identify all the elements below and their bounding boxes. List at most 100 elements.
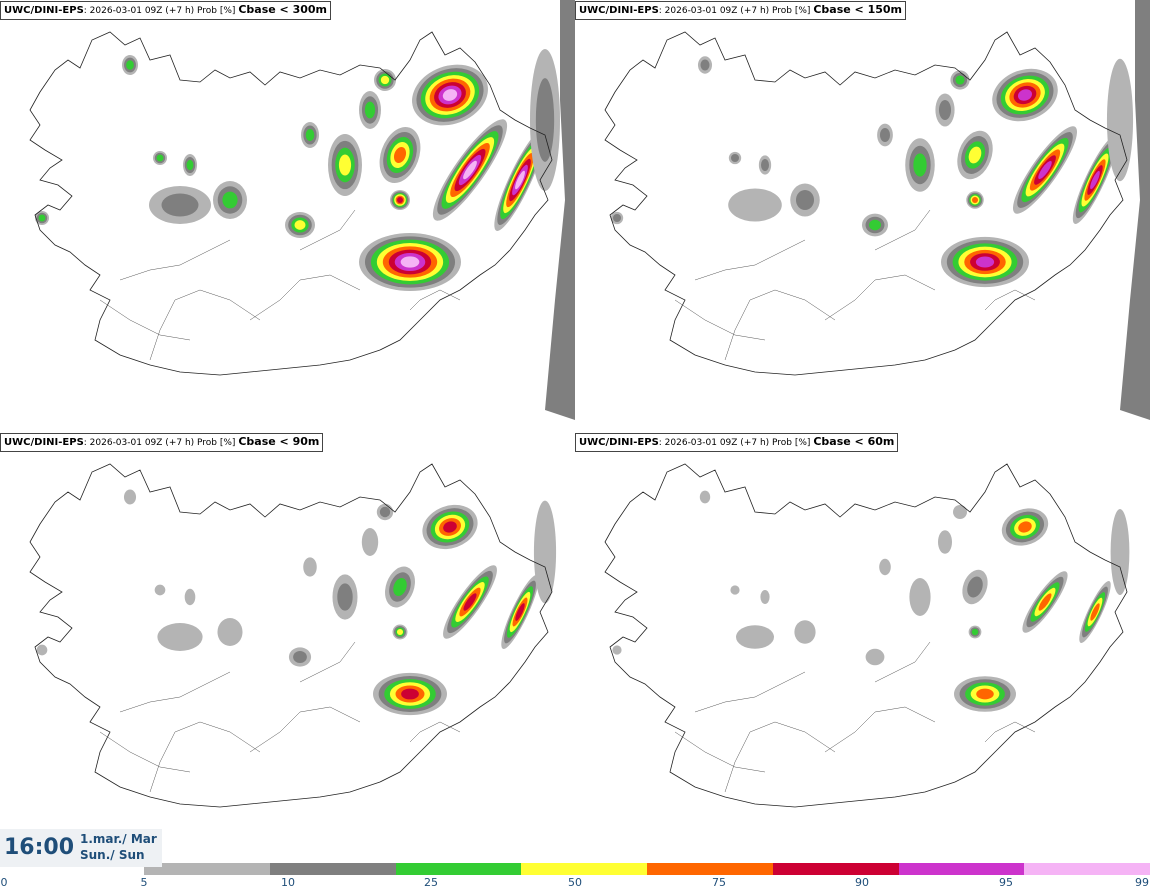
probability-blob (442, 89, 458, 101)
panel-title: UWC/DINI-EPS: 2026-03-01 09Z (+7 h) Prob… (0, 433, 324, 452)
region-boundary (674, 731, 766, 773)
run-info: : 2026-03-01 09Z (+7 h) Prob [%] (658, 438, 811, 448)
probability-blob (953, 505, 967, 519)
probability-blob (879, 558, 891, 576)
probability-blob (463, 160, 477, 180)
run-info: : 2026-03-01 09Z (+7 h) Prob [%] (83, 6, 236, 16)
probability-blob (401, 688, 419, 700)
probability-blob (1038, 593, 1052, 611)
date-line-1: 1.mar./ Mar (80, 832, 157, 846)
region-boundary (409, 721, 461, 743)
probability-blob (379, 506, 391, 518)
probability-blob (397, 197, 403, 203)
region-boundary (674, 299, 766, 341)
probability-blob (338, 154, 352, 176)
region-boundary (874, 641, 931, 683)
probability-blob (955, 75, 965, 85)
valid-time: 16:00 (4, 835, 75, 860)
colorbar-tick-label: 95 (999, 876, 1013, 889)
probability-blob (869, 219, 881, 231)
region-boundary (149, 289, 261, 361)
probability-blob (795, 189, 815, 211)
probability-blob (975, 256, 995, 268)
map-panel-90m: UWC/DINI-EPS: 2026-03-01 09Z (+7 h) Prob… (0, 432, 575, 864)
probability-blob (938, 530, 952, 554)
probability-blob (865, 648, 885, 666)
probability-blob (971, 628, 979, 636)
probability-blob (154, 584, 166, 596)
probability-blob (1090, 170, 1100, 190)
probability-blob (1017, 89, 1033, 101)
probability-blob (126, 60, 134, 70)
colorbar-segment (395, 863, 522, 875)
probability-blob (938, 99, 952, 121)
probability-blob (794, 620, 816, 644)
probability-blob (1090, 603, 1100, 621)
probability-blob (760, 158, 770, 172)
offshore-probability-band (1120, 0, 1150, 420)
region-boundary (409, 289, 461, 311)
threshold-label: Cbase < 300m (238, 3, 328, 16)
region-boundary (299, 641, 356, 683)
probability-blob (967, 576, 983, 598)
colorbar-tick-label: 25 (424, 876, 438, 889)
probability-blob (515, 603, 525, 621)
probability-blob (1106, 58, 1134, 182)
iceland-map-300m (29, 0, 575, 420)
probability-blob (293, 650, 307, 664)
colorbar-tick-label: 99 (1135, 876, 1149, 889)
probability-blob (156, 154, 164, 162)
map-panel-300m: UWC/DINI-EPS: 2026-03-01 09Z (+7 h) Prob… (0, 0, 575, 432)
probability-blob (533, 500, 557, 604)
probability-blob (730, 153, 740, 163)
colorbar-segment (144, 863, 270, 875)
probability-blob (294, 220, 306, 230)
colorbar-tick-label: 5 (140, 876, 148, 889)
probability-blob (730, 585, 740, 595)
colorbar-segment (1024, 863, 1150, 875)
map-panel-150m: UWC/DINI-EPS: 2026-03-01 09Z (+7 h) Prob… (575, 0, 1150, 432)
probability-blob (396, 628, 404, 636)
panel-title: UWC/DINI-EPS: 2026-03-01 09Z (+7 h) Prob… (575, 433, 899, 452)
region-boundary (694, 671, 806, 713)
probability-blob (157, 623, 203, 651)
probability-blob (515, 170, 525, 190)
region-boundary (249, 274, 361, 321)
probability-blob (535, 78, 555, 162)
probability-blob (217, 618, 243, 646)
colorbar-tick-label: 10 (281, 876, 295, 889)
probability-blob (971, 196, 979, 204)
model-name: UWC/DINI-EPS (579, 437, 659, 448)
iceland-map-60m (604, 463, 1130, 808)
probability-blob (612, 213, 622, 223)
colorbar-segment (772, 863, 899, 875)
run-info: : 2026-03-01 09Z (+7 h) Prob [%] (83, 438, 236, 448)
probability-colorbar (144, 863, 1150, 875)
probability-blob (123, 489, 137, 505)
iceland-coastline (29, 463, 553, 808)
region-boundary (99, 299, 191, 341)
colorbar-tick-label: 50 (568, 876, 582, 889)
probability-blob (305, 129, 315, 141)
probability-blob (161, 193, 199, 217)
iceland-map-150m (604, 0, 1150, 420)
probability-blob (380, 75, 390, 85)
probability-blob (361, 528, 379, 556)
probability-blob (36, 644, 48, 656)
threshold-label: Cbase < 150m (813, 3, 903, 16)
probability-blob (968, 146, 982, 164)
panel-title: UWC/DINI-EPS: 2026-03-01 09Z (+7 h) Prob… (575, 1, 907, 20)
probability-blob (38, 214, 46, 222)
probability-blob (736, 625, 774, 649)
probability-blob (1110, 509, 1130, 595)
probability-blob (699, 490, 711, 504)
colorbar-segment (269, 863, 396, 875)
probability-blob (186, 159, 194, 171)
probability-blob (728, 188, 782, 222)
probability-blob (303, 557, 317, 577)
offshore-probability-band (545, 0, 575, 420)
colorbar-tick-label: 0 (0, 876, 8, 889)
colorbar-segment (898, 863, 1025, 875)
colorbar-segment (647, 863, 773, 875)
probability-blob (463, 593, 477, 611)
